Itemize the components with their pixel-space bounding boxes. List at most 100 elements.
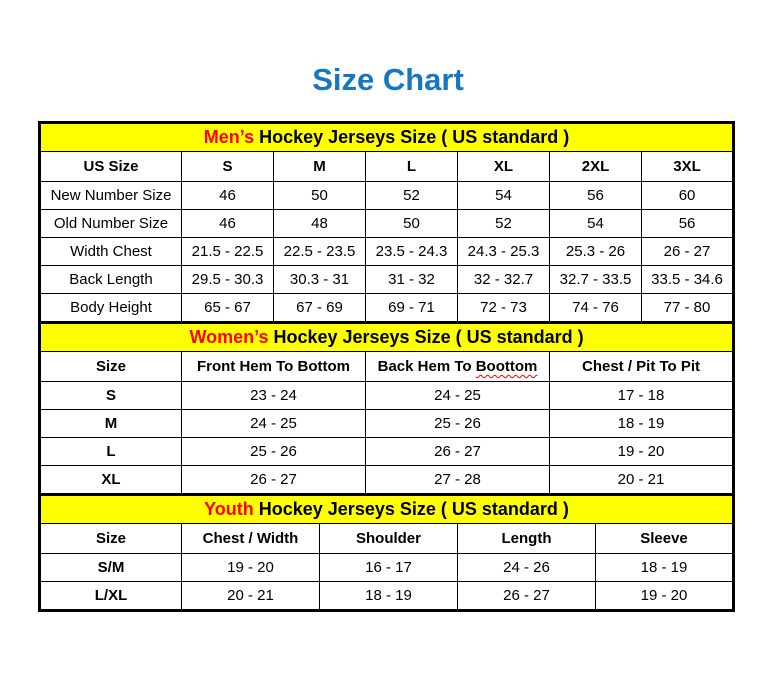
mens-banner-highlight: Men’s xyxy=(203,127,255,147)
size-cell: 46 xyxy=(181,209,274,238)
womens-banner-text: Hockey Jerseys Size ( US standard ) xyxy=(268,327,584,347)
size-cell: 24.3 - 25.3 xyxy=(457,237,550,266)
column-header: Front Hem To Bottom xyxy=(181,351,366,382)
column-header-text: Back Hem To xyxy=(377,358,476,375)
womens-size-table: Women’s Hockey Jerseys Size ( US standar… xyxy=(38,321,736,496)
size-chart-tables: Men’s Hockey Jerseys Size ( US standard … xyxy=(38,121,736,612)
youth-size-table: Youth Hockey Jerseys Size ( US standard … xyxy=(38,493,735,612)
size-cell: 23 - 24 xyxy=(181,381,366,410)
size-cell: 22.5 - 23.5 xyxy=(273,237,366,266)
size-cell: 18 - 19 xyxy=(548,409,735,438)
table-row: M 24 - 25 25 - 26 18 - 19 xyxy=(39,409,735,438)
size-cell: 26 - 27 xyxy=(181,465,366,495)
size-cell: 26 - 27 xyxy=(640,237,735,266)
womens-banner-highlight: Women’s xyxy=(189,327,269,347)
size-cell: 26 - 27 xyxy=(457,581,596,611)
size-cell: 48 xyxy=(273,209,366,238)
row-label: M xyxy=(39,409,182,438)
misspelled-word: Boottom xyxy=(475,358,538,375)
mens-banner-text: Hockey Jerseys Size ( US standard ) xyxy=(254,127,570,147)
size-cell: 50 xyxy=(273,181,366,210)
column-header: Chest / Width xyxy=(181,523,320,554)
column-header: S xyxy=(181,151,274,182)
size-cell: 67 - 69 xyxy=(273,293,366,323)
table-row: New Number Size 46 50 52 54 56 60 xyxy=(39,181,735,210)
size-cell: 46 xyxy=(181,181,274,210)
size-cell: 19 - 20 xyxy=(181,553,320,582)
mens-header-row: US Size S M L XL 2XL 3XL xyxy=(39,151,735,182)
column-header: Shoulder xyxy=(319,523,458,554)
size-cell: 31 - 32 xyxy=(365,265,458,294)
size-cell: 23.5 - 24.3 xyxy=(365,237,458,266)
size-cell: 26 - 27 xyxy=(365,437,550,466)
table-row: L/XL 20 - 21 18 - 19 26 - 27 19 - 20 xyxy=(39,581,734,611)
size-cell: 21.5 - 22.5 xyxy=(181,237,274,266)
table-row: Old Number Size 46 48 50 52 54 56 xyxy=(39,209,735,238)
column-header: Size xyxy=(39,351,182,382)
mens-banner-row: Men’s Hockey Jerseys Size ( US standard … xyxy=(38,122,735,152)
youth-banner: Youth Hockey Jerseys Size ( US standard … xyxy=(39,494,734,524)
row-label: L xyxy=(39,437,182,466)
row-label: Body Height xyxy=(39,293,182,323)
size-cell: 16 - 17 xyxy=(319,553,458,582)
womens-banner: Women’s Hockey Jerseys Size ( US standar… xyxy=(38,322,735,352)
size-cell: 24 - 25 xyxy=(365,381,550,410)
size-cell: 17 - 18 xyxy=(548,381,735,410)
column-header: M xyxy=(273,151,366,182)
table-row: S 23 - 24 24 - 25 17 - 18 xyxy=(39,381,735,410)
table-row: S/M 19 - 20 16 - 17 24 - 26 18 - 19 xyxy=(39,553,734,582)
column-header: Chest / Pit To Pit xyxy=(548,351,735,382)
column-header: L xyxy=(365,151,458,182)
row-label: Width Chest xyxy=(39,237,182,266)
column-header: 2XL xyxy=(549,151,642,182)
size-cell: 24 - 26 xyxy=(457,553,596,582)
size-cell: 54 xyxy=(549,209,642,238)
table-row: Back Length 29.5 - 30.3 30.3 - 31 31 - 3… xyxy=(39,265,735,294)
column-header: Size xyxy=(39,523,182,554)
womens-header-row: Size Front Hem To Bottom Back Hem To Boo… xyxy=(39,351,735,382)
size-cell: 52 xyxy=(365,181,458,210)
row-label: New Number Size xyxy=(39,181,182,210)
size-cell: 74 - 76 xyxy=(549,293,642,323)
row-label: Old Number Size xyxy=(39,209,182,238)
size-cell: 18 - 19 xyxy=(319,581,458,611)
table-row: XL 26 - 27 27 - 28 20 - 21 xyxy=(39,465,735,495)
row-label: L/XL xyxy=(39,581,182,611)
column-header: XL xyxy=(457,151,550,182)
size-cell: 77 - 80 xyxy=(640,293,735,323)
size-cell: 60 xyxy=(640,181,735,210)
womens-banner-row: Women’s Hockey Jerseys Size ( US standar… xyxy=(38,322,735,352)
column-header: 3XL xyxy=(640,151,735,182)
row-label: S xyxy=(39,381,182,410)
size-cell: 72 - 73 xyxy=(457,293,550,323)
size-cell: 25 - 26 xyxy=(365,409,550,438)
size-cell: 65 - 67 xyxy=(181,293,274,323)
size-cell: 30.3 - 31 xyxy=(273,265,366,294)
size-cell: 69 - 71 xyxy=(365,293,458,323)
size-cell: 32 - 32.7 xyxy=(457,265,550,294)
youth-banner-row: Youth Hockey Jerseys Size ( US standard … xyxy=(39,494,734,524)
size-cell: 56 xyxy=(640,209,735,238)
size-cell: 50 xyxy=(365,209,458,238)
row-label: XL xyxy=(39,465,182,495)
size-cell: 19 - 20 xyxy=(548,437,735,466)
size-cell: 25 - 26 xyxy=(181,437,366,466)
size-cell: 24 - 25 xyxy=(181,409,366,438)
size-cell: 25.3 - 26 xyxy=(549,237,642,266)
size-cell: 20 - 21 xyxy=(548,465,735,495)
column-header: US Size xyxy=(39,151,182,182)
size-cell: 19 - 20 xyxy=(595,581,734,611)
row-label: Back Length xyxy=(39,265,182,294)
table-row: Body Height 65 - 67 67 - 69 69 - 71 72 -… xyxy=(39,293,735,323)
size-cell: 20 - 21 xyxy=(181,581,320,611)
column-header: Sleeve xyxy=(595,523,734,554)
column-header: Back Hem To Boottom xyxy=(365,351,550,382)
page-title: Size Chart xyxy=(312,62,464,97)
table-row: Width Chest 21.5 - 22.5 22.5 - 23.5 23.5… xyxy=(39,237,735,266)
column-header: Length xyxy=(457,523,596,554)
youth-banner-highlight: Youth xyxy=(204,499,254,519)
size-cell: 33.5 - 34.6 xyxy=(640,265,735,294)
youth-header-row: Size Chest / Width Shoulder Length Sleev… xyxy=(39,523,734,554)
size-cell: 56 xyxy=(549,181,642,210)
mens-size-table: Men’s Hockey Jerseys Size ( US standard … xyxy=(38,121,736,324)
